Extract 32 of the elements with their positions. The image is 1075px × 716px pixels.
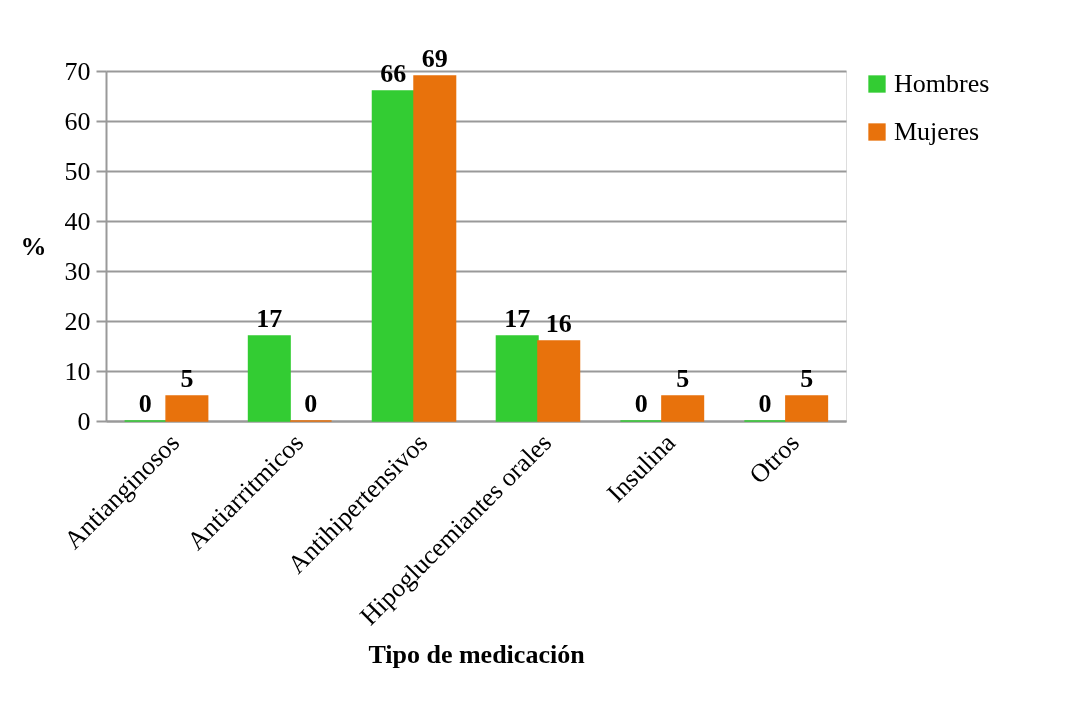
data-label: 0 [304, 389, 318, 418]
data-label: 0 [758, 389, 772, 418]
data-label: 5 [180, 364, 194, 393]
y-tick-label: 50 [64, 156, 91, 186]
bar [537, 340, 581, 422]
bar [413, 75, 457, 422]
y-tick-label: 40 [64, 206, 91, 236]
data-label: 69 [421, 44, 448, 73]
bar [165, 395, 209, 422]
y-axis-title: % [20, 231, 47, 261]
legend-label: Mujeres [894, 117, 980, 146]
legend-label: Hombres [894, 69, 990, 98]
y-tick-label: 30 [64, 256, 91, 286]
data-label: 66 [380, 59, 407, 88]
data-label: 0 [138, 389, 152, 418]
y-tick-label: 0 [77, 406, 91, 436]
y-tick-label: 70 [64, 56, 91, 86]
data-label: 17 [256, 304, 283, 333]
data-label: 0 [634, 389, 648, 418]
bar [661, 395, 705, 422]
y-tick-label: 20 [64, 306, 91, 336]
bar [247, 335, 291, 422]
data-label: 16 [545, 309, 572, 338]
y-tick-label: 60 [64, 106, 91, 136]
data-label: 5 [800, 364, 814, 393]
data-label: 17 [504, 304, 531, 333]
bar [495, 335, 539, 422]
x-axis-title: Tipo de medicación [368, 639, 586, 669]
bar [371, 90, 415, 422]
bar [785, 395, 829, 422]
data-label: 5 [676, 364, 690, 393]
y-tick-label: 10 [64, 356, 91, 386]
